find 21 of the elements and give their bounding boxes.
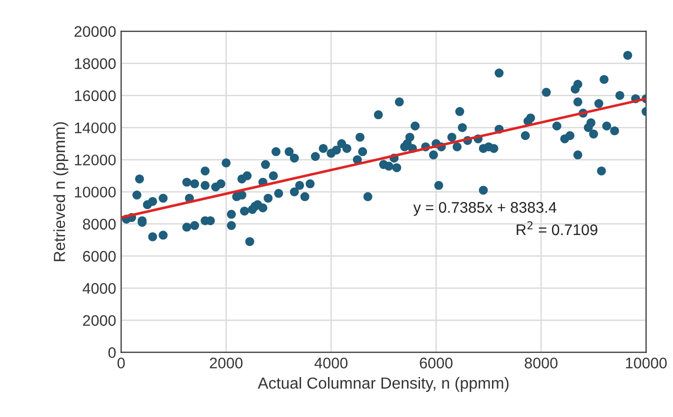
- x-tick-label: 6000: [420, 358, 452, 368]
- x-tick-label: 8000: [524, 358, 558, 368]
- y-tick-label: 16000: [74, 90, 116, 102]
- x-tick-label: 10000: [626, 358, 667, 368]
- y-axis-title: Retrieved n (ppmm): [53, 122, 68, 262]
- x-tick-label: 4000: [314, 358, 348, 368]
- y-tick-label: 6000: [83, 250, 116, 262]
- y-tick-label: 4000: [82, 283, 116, 294]
- y-tick-label: 12000: [74, 154, 116, 166]
- annotation: R$^{2}$ = 0.7109: [516, 221, 598, 236]
- y-tick-label: 20000: [74, 26, 116, 37]
- x-tick-label: 2000: [210, 358, 243, 368]
- y-tick-label: 14000: [74, 122, 116, 134]
- x-axis-title: Actual Columnar Density, n (ppmm): [258, 377, 509, 392]
- annotation: y = 0.7385x + 8383.4: [413, 202, 556, 216]
- y-tick-label: 0: [108, 347, 116, 358]
- y-tick-label: 8000: [82, 218, 116, 230]
- y-tick-label: 10000: [74, 186, 116, 198]
- y-tick-label: 2000: [83, 315, 116, 326]
- y-tick-label: 18000: [74, 58, 116, 70]
- x-tick-label: 0: [117, 358, 125, 368]
